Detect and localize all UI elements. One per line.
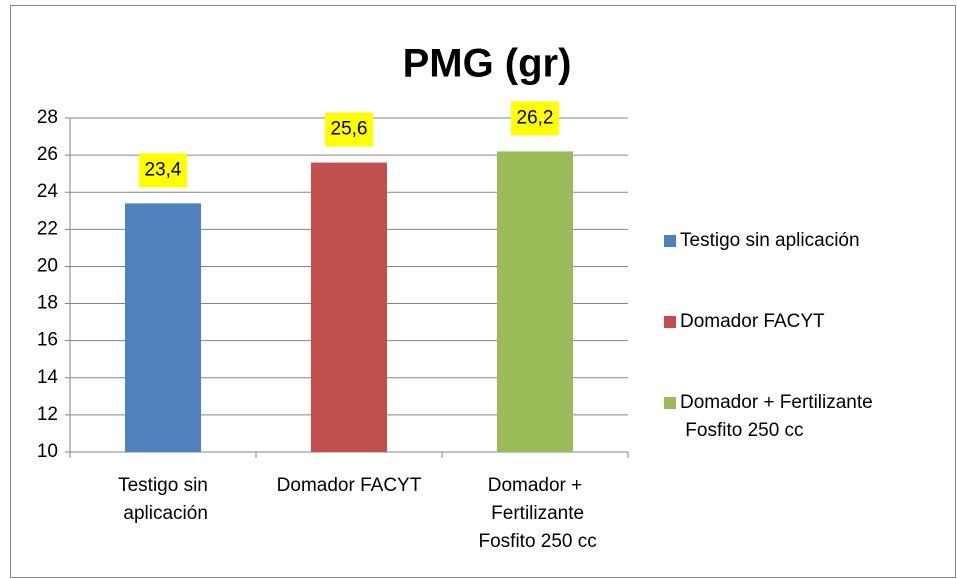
y-tick-label: 24 (37, 181, 59, 202)
value-label: 26,2 (517, 107, 554, 128)
chart-title: PMG (gr) (403, 42, 572, 86)
legend-swatch (664, 235, 676, 247)
y-tick-label: 10 (37, 441, 58, 462)
y-tick-label: 14 (37, 367, 59, 388)
y-tick-label: 12 (37, 404, 58, 425)
legend-label: Domador + Fertilizante Fosfito 250 cc (680, 392, 873, 441)
bar (497, 151, 573, 452)
y-tick-label: 22 (37, 218, 58, 239)
x-tick-label: Domador + Fertilizante Fosfito 250 cc (473, 475, 597, 552)
legend-label: Testigo sin aplicación (680, 230, 860, 251)
y-tick-label: 20 (37, 255, 58, 276)
value-label-bg (325, 112, 373, 147)
y-tick-label: 18 (37, 293, 58, 314)
value-label: 25,6 (331, 119, 368, 140)
value-label: 23,4 (145, 159, 182, 180)
value-label-bg (511, 101, 559, 136)
y-tick-label: 16 (37, 330, 58, 351)
legend-swatch (664, 316, 676, 328)
legend-label: Domador FACYT (680, 311, 825, 332)
legend-swatch (664, 397, 676, 409)
bar (125, 203, 201, 452)
bar (311, 162, 387, 453)
x-tick-label: Testigo sin aplicación (118, 475, 208, 524)
y-tick-label: 26 (37, 144, 58, 165)
value-label-bg (139, 153, 187, 188)
x-tick-label: Domador FACYT (277, 475, 422, 496)
y-tick-label: 28 (37, 107, 58, 128)
